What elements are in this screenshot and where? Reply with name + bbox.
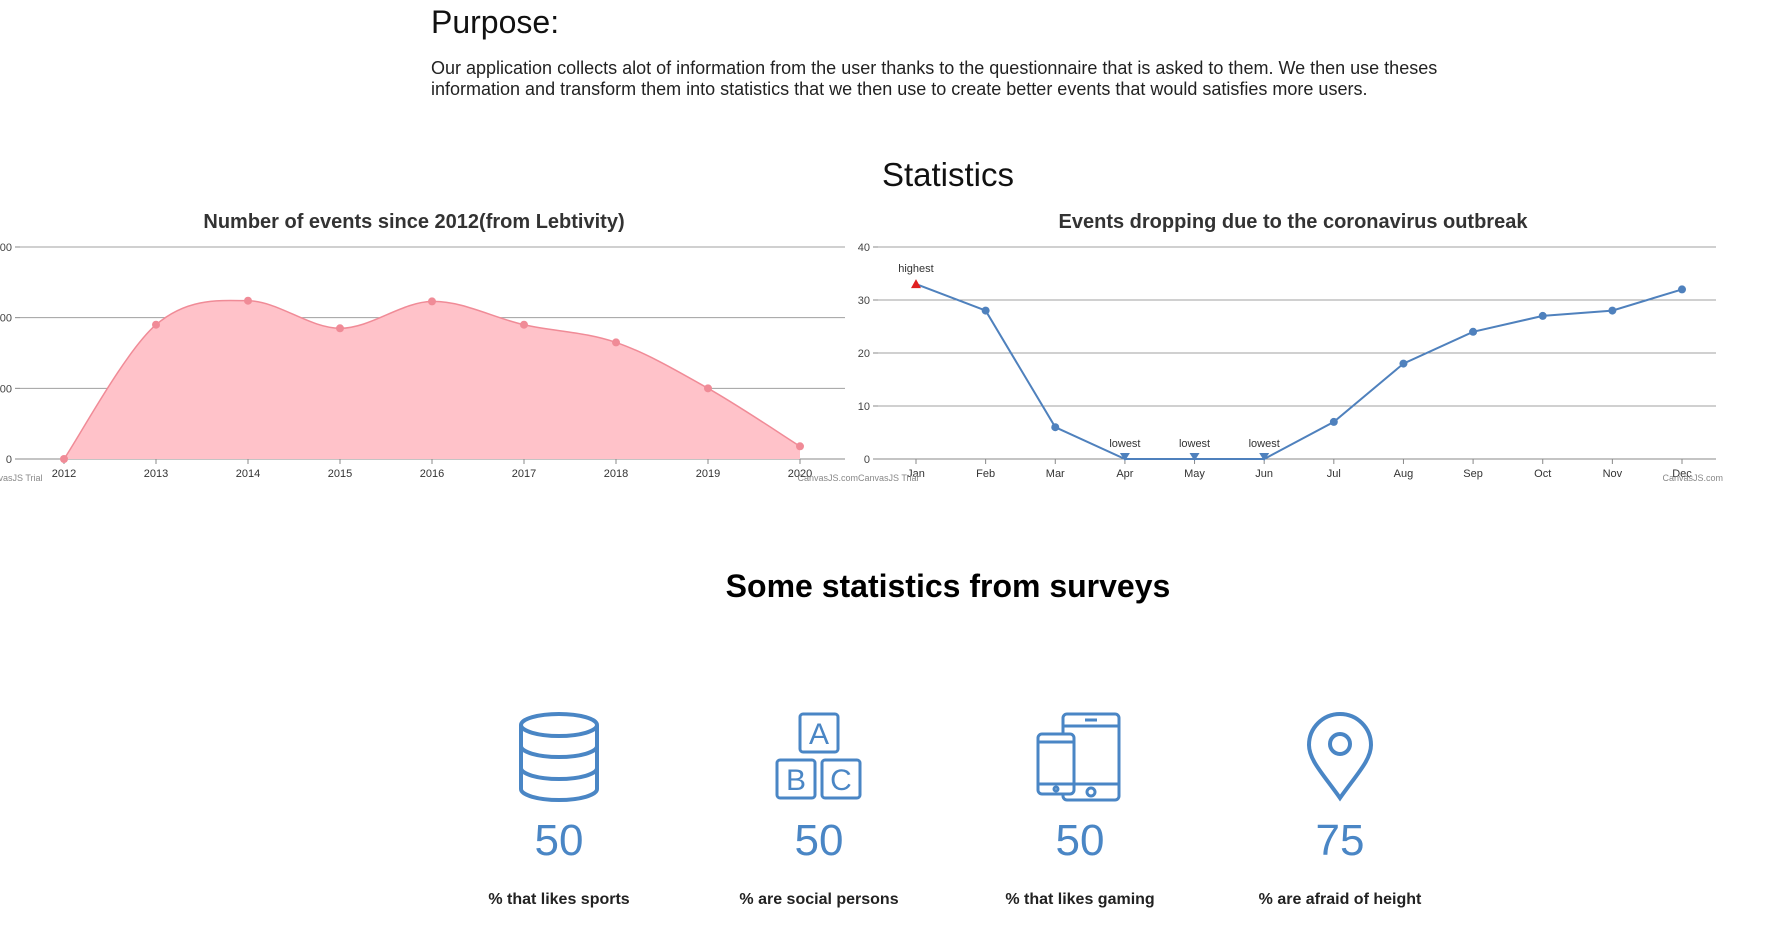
lowest-marker [1259, 453, 1270, 461]
data-point [796, 442, 804, 451]
y-tick-label: 0 [6, 454, 12, 466]
x-tick-label: 2018 [604, 468, 628, 480]
stat-card-height: 75 % are afraid of height [1230, 712, 1450, 909]
purpose-title: Purpose: [431, 4, 560, 40]
abc-blocks-icon: A B C [775, 712, 862, 800]
y-tick-label: 20 [858, 348, 870, 360]
data-point [1399, 359, 1408, 368]
stat-label: % that likes gaming [1005, 891, 1155, 908]
x-tick-label: May [1184, 468, 1205, 480]
x-tick-label: Sep [1463, 468, 1483, 480]
svg-text:B: B [786, 764, 806, 797]
y-tick-label: 00 [0, 313, 12, 325]
x-tick-label: Jun [1255, 468, 1273, 480]
x-tick-label: 2020 [788, 468, 812, 480]
x-tick-label: 2019 [696, 468, 720, 480]
data-point [1678, 285, 1686, 294]
database-icon [519, 712, 599, 802]
x-tick-label: Oct [1534, 468, 1551, 480]
data-point [704, 384, 712, 393]
purpose-text: Our application collects alot of informa… [431, 58, 1438, 99]
data-point [244, 296, 252, 305]
lowest-marker [1119, 453, 1130, 461]
data-point [612, 338, 620, 347]
stat-value: 50 [534, 816, 584, 865]
chart-title: Events dropping due to the coronavirus o… [1059, 211, 1529, 233]
stat-value: 75 [1315, 816, 1365, 865]
x-tick-label: Mar [1046, 468, 1065, 480]
x-tick-label: 2017 [512, 468, 536, 480]
stat-card-social: A B C 50 % are social persons [709, 712, 929, 909]
stat-label: % are afraid of height [1258, 891, 1422, 908]
data-point [981, 306, 990, 315]
y-tick-label: 30 [858, 295, 870, 307]
events-area-chart-svg: Number of events since 2012(from Lebtivi… [0, 211, 858, 483]
area-line [63, 299, 801, 460]
stat-label: % are social persons [739, 891, 899, 908]
x-tick-label: 2014 [236, 468, 260, 480]
x-tick-label: Nov [1603, 468, 1623, 480]
y-tick-label: 0 [864, 454, 870, 466]
area-fill [64, 300, 800, 459]
series-line [915, 283, 1683, 460]
x-tick-label: 2013 [144, 468, 168, 480]
events-line-chart: Events dropping due to the coronavirus o… [858, 206, 1738, 496]
events-area-chart: Number of events since 2012(from Lebtivi… [0, 206, 860, 496]
stat-card-gaming: 50 % that likes gaming [970, 712, 1190, 909]
credit-right: CanvasJS.com [797, 473, 858, 483]
credit-left: CanvasJS Trial [858, 473, 919, 483]
data-point [428, 297, 436, 306]
lowest-marker [1189, 453, 1200, 461]
data-point [520, 320, 528, 329]
svg-text:C: C [830, 764, 852, 797]
data-point [152, 320, 160, 329]
y-tick-label: 00 [0, 242, 12, 254]
y-tick-label: 10 [858, 401, 870, 413]
data-annotation: lowest [1109, 438, 1140, 450]
stat-card-sports: 50 % that likes sports [449, 712, 669, 909]
x-tick-label: Dec [1672, 468, 1692, 480]
data-annotation: lowest [1249, 438, 1280, 450]
data-point [1469, 327, 1478, 336]
y-tick-label: 00 [0, 383, 12, 395]
statistics-title: Statistics [881, 156, 1015, 193]
credit-left: CanvasJS Trial [0, 473, 43, 483]
data-annotation: lowest [1179, 438, 1210, 450]
chart-title: Number of events since 2012(from Lebtivi… [203, 211, 624, 233]
devices-icon [1036, 712, 1121, 802]
x-tick-label: Apr [1116, 468, 1133, 480]
stat-label: % that likes sports [488, 891, 630, 908]
location-pin-icon [1306, 712, 1374, 802]
highest-marker [911, 279, 921, 289]
data-point [1051, 423, 1060, 432]
data-point [1608, 306, 1617, 315]
data-point [336, 324, 344, 333]
x-tick-label: Jan [907, 468, 925, 480]
svg-text:A: A [809, 718, 829, 751]
data-point [60, 455, 68, 463]
stat-value: 50 [1055, 816, 1105, 865]
data-annotation: highest [898, 263, 933, 275]
x-tick-label: Aug [1394, 468, 1414, 480]
x-tick-label: Feb [976, 468, 995, 480]
x-tick-label: 2012 [52, 468, 76, 480]
stat-value: 50 [794, 816, 844, 865]
y-tick-label: 40 [858, 242, 870, 254]
x-tick-label: 2016 [420, 468, 444, 480]
credit-right: CanvasJS.com [1662, 473, 1723, 483]
x-tick-label: 2015 [328, 468, 352, 480]
x-tick-label: Jul [1327, 468, 1341, 480]
events-line-chart-svg: Events dropping due to the coronavirus o… [858, 211, 1723, 483]
data-point [1329, 417, 1338, 426]
survey-section-title: Some statistics from surveys [725, 568, 1171, 604]
data-point [1538, 311, 1547, 320]
